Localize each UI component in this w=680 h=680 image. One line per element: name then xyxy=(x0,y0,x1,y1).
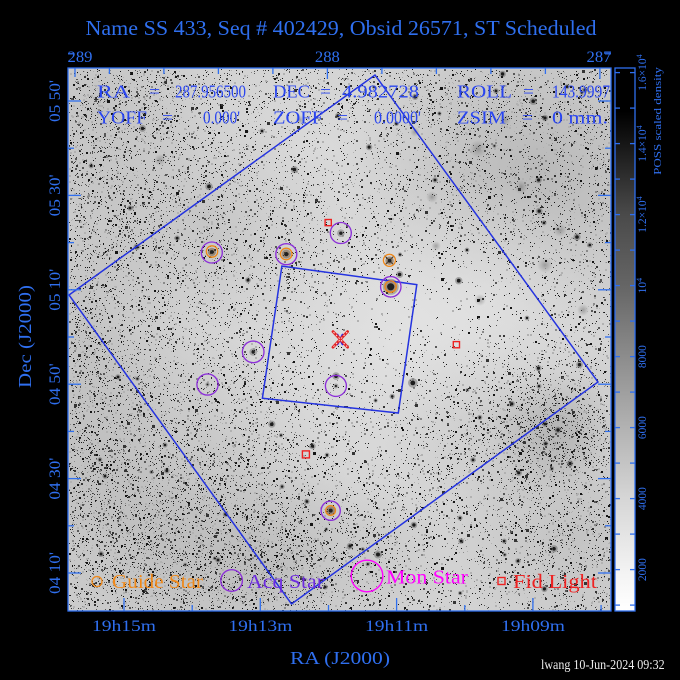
svg-text:19h15m: 19h15m xyxy=(92,617,156,635)
svg-text:0.000': 0.000' xyxy=(203,107,240,128)
svg-text:287: 287 xyxy=(587,47,612,66)
svg-text:04 10': 04 10' xyxy=(46,552,64,594)
svg-text:1.6×104: 1.6×104 xyxy=(635,54,649,90)
svg-text:RA: RA xyxy=(97,81,131,101)
svg-text:lwang 10-Jun-2024 09:32: lwang 10-Jun-2024 09:32 xyxy=(541,657,665,672)
svg-text:04 30': 04 30' xyxy=(46,458,64,500)
svg-text:289: 289 xyxy=(68,47,93,66)
svg-text:05 10': 05 10' xyxy=(46,269,64,311)
svg-text:ZOFF: ZOFF xyxy=(273,109,323,129)
svg-text:288: 288 xyxy=(315,47,340,66)
svg-text:143.9997: 143.9997 xyxy=(552,81,610,101)
svg-text:19h13m: 19h13m xyxy=(228,617,292,635)
svg-text:19h09m: 19h09m xyxy=(501,617,565,635)
svg-text:YOFF: YOFF xyxy=(97,108,147,128)
svg-text:=: = xyxy=(149,82,160,102)
svg-text:8000: 8000 xyxy=(637,345,649,368)
svg-text:Mon Star: Mon Star xyxy=(386,565,468,588)
svg-text:Acq Star: Acq Star xyxy=(247,570,324,593)
svg-text:ROLL: ROLL xyxy=(457,83,512,102)
svg-text:Dec (J2000): Dec (J2000) xyxy=(16,285,35,388)
svg-text:ZSIM: ZSIM xyxy=(457,109,506,129)
svg-text:1.4×104: 1.4×104 xyxy=(635,125,649,161)
svg-text:2000: 2000 xyxy=(637,558,649,581)
svg-text:6000: 6000 xyxy=(637,416,649,439)
svg-text:0.0000': 0.0000' xyxy=(374,108,421,128)
svg-text:1.2×104: 1.2×104 xyxy=(635,196,649,232)
svg-text:Name SS 433, Seq # 402429, Obs: Name SS 433, Seq # 402429, Obsid 26571, … xyxy=(85,16,596,39)
svg-text:287.956500: 287.956500 xyxy=(175,81,246,102)
svg-text:0 mm.: 0 mm. xyxy=(552,108,608,128)
svg-text:POSS scaled density: POSS scaled density xyxy=(651,67,664,175)
svg-text:DEC: DEC xyxy=(273,82,310,102)
svg-text:=: = xyxy=(162,108,173,128)
svg-text:Guide Star: Guide Star xyxy=(112,571,203,592)
svg-text:=: = xyxy=(522,108,533,128)
svg-text:05 50': 05 50' xyxy=(46,80,64,122)
svg-text:RA (J2000): RA (J2000) xyxy=(290,649,390,669)
svg-text:=: = xyxy=(523,82,534,102)
svg-text:05 30': 05 30' xyxy=(46,174,64,216)
svg-text:4.982728: 4.982728 xyxy=(342,83,419,103)
svg-text:=: = xyxy=(320,82,331,102)
svg-text:Fid Light: Fid Light xyxy=(513,570,597,593)
svg-text:=: = xyxy=(337,108,348,128)
svg-text:19h11m: 19h11m xyxy=(365,617,428,635)
svg-text:04 50': 04 50' xyxy=(46,363,64,405)
svg-text:4000: 4000 xyxy=(637,487,649,510)
